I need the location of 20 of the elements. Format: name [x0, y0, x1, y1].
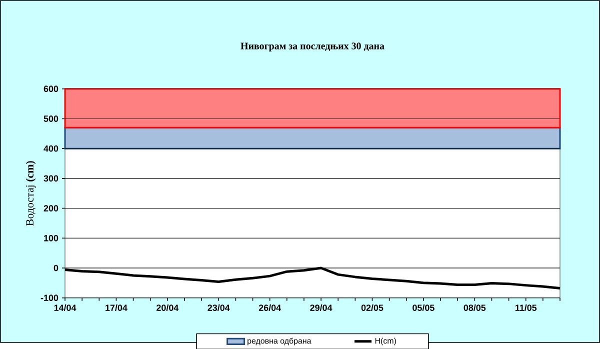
y-tick-label: 400: [44, 145, 58, 152]
y-tick-label: -100: [40, 294, 58, 301]
y-tick-label: 0: [54, 264, 58, 271]
x-tick-label: 08/05: [464, 304, 486, 311]
x-tick-label: 26/04: [258, 304, 281, 311]
y-tick-label: 500: [44, 115, 58, 122]
x-tick-label: 05/05: [412, 304, 434, 311]
y-tick-label: 300: [44, 175, 58, 182]
x-tick-label: 29/04: [310, 304, 332, 311]
chart-title: Нивограм за последњих 30 дана: [240, 42, 384, 52]
x-tick-label: 02/05: [361, 304, 384, 311]
x-tick-label: 11/05: [515, 304, 537, 311]
y-axis-title: Водостај (cm): [26, 160, 36, 226]
x-tick-label: 17/04: [106, 304, 128, 311]
y-tick-label: 100: [44, 234, 58, 242]
x-tick-label: 14/04: [54, 304, 76, 311]
y-tick-label: 600: [44, 85, 58, 92]
x-tick-label: 23/04: [208, 304, 230, 311]
y-tick-label: 200: [44, 204, 58, 212]
x-tick-label: 20/04: [156, 304, 179, 311]
